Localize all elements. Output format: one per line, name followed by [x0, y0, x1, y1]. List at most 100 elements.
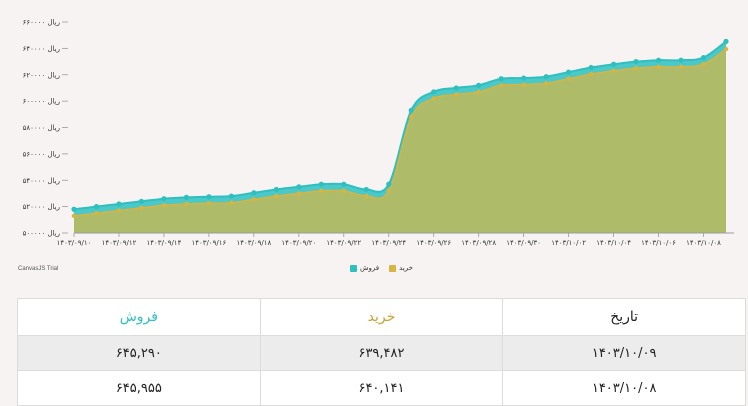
header-sell: فروش — [17, 298, 261, 336]
x-tick-label: ۱۴۰۳/۰۹/۱۶ — [191, 239, 226, 247]
buy-area — [74, 49, 726, 233]
chart-legend: فروش خرید — [350, 264, 419, 272]
header-date: تاریخ — [502, 298, 746, 336]
legend-swatch-sell — [350, 264, 357, 272]
table-row: ۶۴۵,۹۵۵ ۶۴۰,۱۴۱ ۱۴۰۳/۱۰/۰۸ — [17, 370, 746, 406]
sell-point — [543, 74, 549, 80]
sell-point — [206, 194, 212, 200]
y-tick-label: ۶۴۰۰۰۰ ریال — [23, 45, 60, 53]
buy-point — [139, 205, 144, 211]
buy-point — [251, 197, 257, 202]
sell-point — [566, 69, 572, 75]
buy-point — [341, 188, 346, 193]
sell-point — [251, 190, 257, 196]
sell-point — [386, 181, 392, 187]
sell-point — [93, 204, 100, 210]
price-chart: ۵۰۰۰۰۰ ریال ۵۲۰۰۰۰ ریال ۵۴۰۰۰۰ ریال ۵۶۰۰۰۰ … — [18, 19, 734, 272]
buy-point — [521, 82, 526, 87]
cell-buy: ۶۳۹,۴۸۲ — [259, 335, 504, 371]
sell-point — [273, 186, 279, 193]
legend-label-sell: فروش — [360, 264, 380, 272]
x-tick-label: ۱۴۰۳/۱۰/۰۸ — [686, 239, 721, 247]
buy-point — [611, 68, 616, 73]
sell-point — [71, 206, 77, 212]
buy-point — [498, 83, 504, 88]
x-tick-label: ۱۴۰۳/۰۹/۳۰ — [506, 239, 541, 247]
cell-sell: ۶۴۵,۹۵۵ — [17, 370, 261, 406]
legend-item-sell[interactable]: فروش — [350, 264, 379, 272]
sell-point — [363, 186, 369, 193]
buy-point — [386, 188, 391, 193]
buy-point — [409, 114, 414, 120]
buy-point — [543, 81, 549, 86]
buy-point — [633, 65, 639, 71]
cell-date: ۱۴۰۳/۱۰/۰۸ — [502, 370, 746, 406]
sell-point — [588, 64, 594, 71]
buy-point — [184, 201, 189, 207]
y-tick-label: ۶۲۰۰۰۰ ریال — [23, 71, 60, 79]
x-tick-label: ۱۴۰۳/۱۰/۰۴ — [596, 239, 631, 247]
sell-point — [610, 61, 617, 67]
x-tick-label: ۱۴۰۳/۰۹/۲۰ — [281, 239, 316, 247]
buy-point — [566, 76, 571, 81]
sell-point — [655, 57, 662, 63]
header-buy: خرید — [259, 298, 504, 336]
x-tick-label: ۱۴۰۳/۰۹/۱۴ — [147, 239, 182, 247]
sell-point — [521, 75, 527, 81]
sell-point — [431, 89, 437, 95]
x-tick-label: ۱۴۰۳/۰۹/۲۲ — [326, 239, 361, 247]
buy-point — [364, 193, 369, 199]
buy-point — [116, 208, 122, 213]
buy-point — [701, 61, 706, 67]
sell-point — [341, 181, 347, 187]
x-tick-label: ۱۴۰۳/۰۹/۱۰ — [57, 239, 92, 247]
sell-point — [138, 198, 145, 204]
chart-credit: CanvasJS Trial — [18, 266, 59, 272]
sell-point — [453, 85, 459, 91]
y-tick-label: ۵۸۰۰۰۰ ریال — [23, 124, 60, 132]
buy-point — [94, 211, 99, 216]
table-header-row: فروش خرید تاریخ — [17, 298, 746, 336]
buy-point — [431, 96, 436, 101]
x-tick-label: ۱۴۰۳/۰۹/۲۸ — [461, 239, 496, 247]
buy-point — [71, 213, 77, 219]
buy-point — [723, 46, 729, 52]
x-tick-label: ۱۴۰۳/۱۰/۰۲ — [551, 239, 586, 247]
x-tick-label: ۱۴۰۳/۰۹/۲۴ — [371, 239, 406, 247]
y-tick-label: ۵۴۰۰۰۰ ریال — [23, 177, 60, 185]
sell-point — [228, 193, 234, 199]
cell-buy: ۶۴۰,۱۴۱ — [259, 370, 504, 406]
buy-point — [229, 200, 234, 205]
sell-point — [723, 38, 729, 44]
sell-point — [476, 82, 482, 88]
sell-point — [633, 58, 639, 65]
buy-point — [454, 92, 459, 97]
legend-label-buy: خرید — [399, 264, 413, 272]
buy-point — [296, 191, 302, 196]
sell-point — [116, 201, 122, 207]
legend-item-buy[interactable]: خرید — [389, 264, 413, 272]
y-tick-label: ۵۲۰۰۰۰ ریال — [23, 203, 60, 211]
sell-point — [296, 184, 302, 190]
buy-point — [274, 193, 279, 199]
buy-point — [319, 188, 324, 193]
cell-sell: ۶۴۵,۲۹۰ — [17, 335, 261, 371]
legend-swatch-buy — [389, 264, 397, 272]
y-tick-label: ۵۶۰۰۰۰ ریال — [23, 150, 60, 158]
x-tick-label: ۱۴۰۳/۰۹/۱۸ — [236, 239, 271, 247]
buy-point — [161, 203, 167, 208]
table-row: ۶۴۵,۲۹۰ ۶۳۹,۴۸۲ ۱۴۰۳/۱۰/۰۹ — [17, 335, 746, 371]
sell-point — [161, 196, 167, 202]
x-tick-label: ۱۴۰۳/۱۰/۰۶ — [641, 239, 676, 247]
x-tick-label: ۱۴۰۳/۰۹/۱۲ — [102, 239, 137, 247]
sell-point — [183, 194, 190, 200]
buy-point — [656, 64, 661, 70]
price-table: فروش خرید تاریخ ۶۴۵,۲۹۰ ۶۳۹,۴۸۲ ۱۴۰۳/۱۰/… — [17, 298, 746, 406]
x-tick-label: ۱۴۰۳/۰۹/۲۶ — [416, 239, 451, 247]
y-tick-label: ۶۰۰۰۰۰ ریال — [23, 98, 60, 106]
y-tick-label: ۵۰۰۰۰۰ ریال — [23, 230, 60, 238]
buy-point — [476, 89, 481, 95]
chart-canvas: ۵۰۰۰۰۰ ریال ۵۲۰۰۰۰ ریال ۵۴۰۰۰۰ ریال ۵۶۰۰۰۰ … — [23, 19, 734, 247]
sell-point — [678, 57, 684, 63]
sell-point — [700, 55, 707, 61]
